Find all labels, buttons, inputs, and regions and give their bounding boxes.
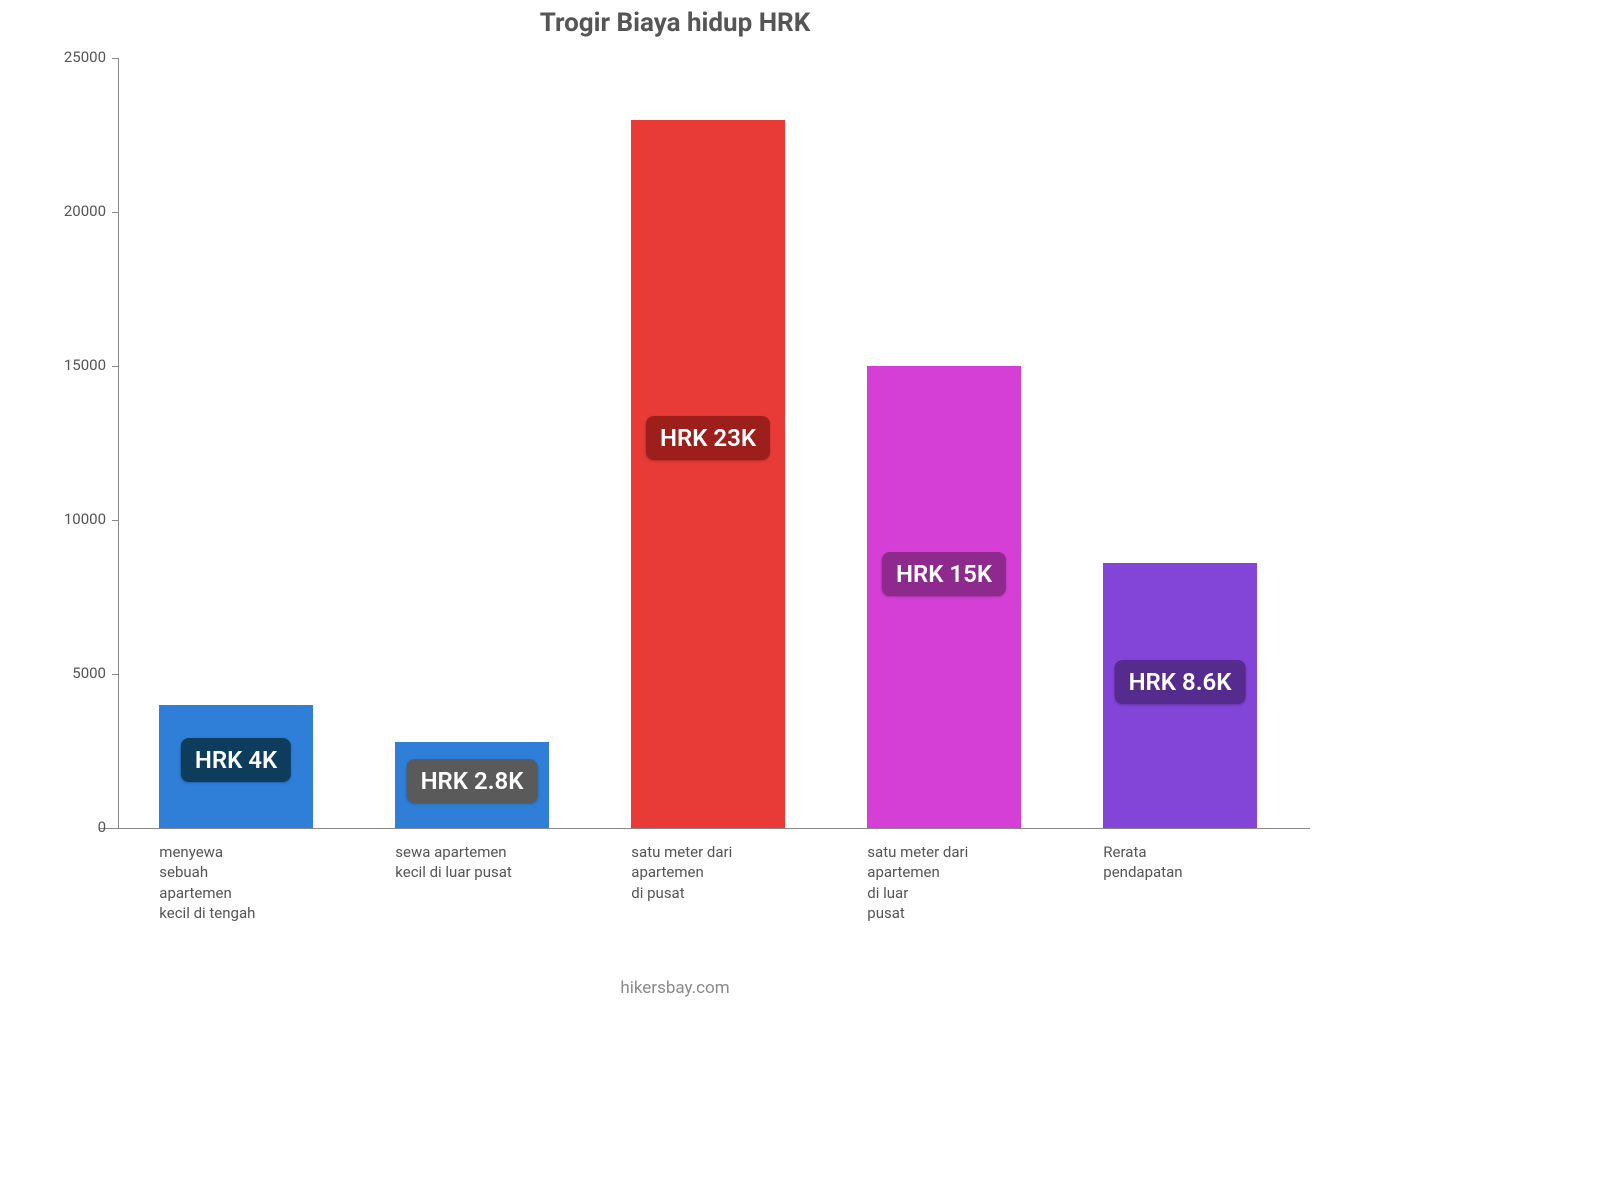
value-badge: HRK 4K <box>181 738 291 782</box>
attribution-text: hikersbay.com <box>40 978 1310 998</box>
y-tick-label: 15000 <box>40 356 106 374</box>
value-badge: HRK 2.8K <box>407 759 538 803</box>
bar <box>631 120 784 828</box>
value-badge: HRK 15K <box>882 552 1006 596</box>
x-label: sewa apartemenkecil di luar pusat <box>395 842 548 883</box>
y-tick-label: 10000 <box>40 510 106 528</box>
value-badge: HRK 23K <box>646 416 770 460</box>
bar <box>867 366 1020 828</box>
value-badge: HRK 8.6K <box>1115 660 1246 704</box>
bars-container: HRK 4K HRK 2.8K HRK 23K HRK 15K HRK 8.6K <box>118 58 1298 828</box>
y-tick-label: 0 <box>40 818 106 836</box>
y-tick-mark <box>112 828 118 829</box>
x-label: Reratapendapatan <box>1103 842 1256 883</box>
cost-of-living-chart: Trogir Biaya hidup HRK 0 5000 10000 15000 20… <box>40 0 1310 980</box>
y-tick-label: 25000 <box>40 48 106 66</box>
y-tick-label: 5000 <box>40 664 106 682</box>
x-label: menyewasebuahapartemenkecil di tengah <box>159 842 312 923</box>
y-tick-label: 20000 <box>40 202 106 220</box>
x-label: satu meter dariapartemendi luarpusat <box>867 842 1020 923</box>
x-axis <box>100 828 1310 829</box>
x-label: satu meter dariapartemendi pusat <box>631 842 784 903</box>
chart-title: Trogir Biaya hidup HRK <box>40 0 1310 38</box>
plot-area: HRK 4K HRK 2.8K HRK 23K HRK 15K HRK 8.6K <box>118 58 1298 828</box>
